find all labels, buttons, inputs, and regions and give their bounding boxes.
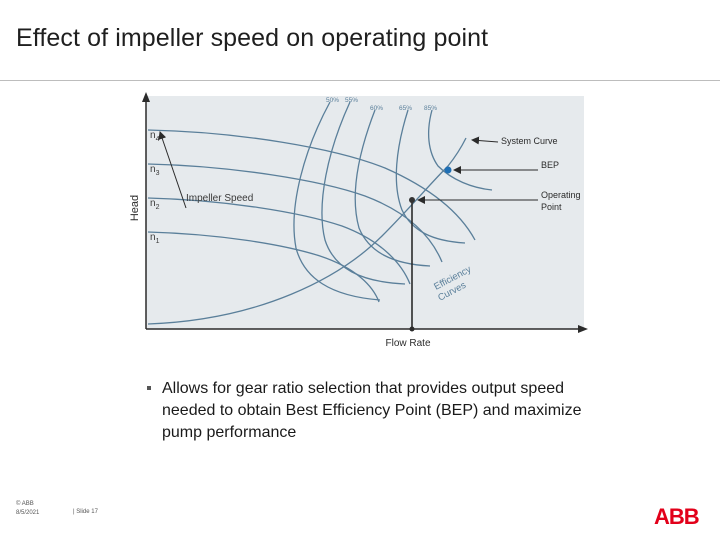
efficiency-label-65: 65%: [399, 105, 412, 112]
pump-curve-diagram: n4 n3 n2 n1 Head Flow Rate Impeller Spee…: [129, 92, 588, 349]
operating-point-label-line2: Point: [541, 202, 562, 212]
operating-point-label-line1: Operating: [541, 190, 581, 200]
impeller-speed-arrow: [158, 131, 187, 209]
speed-label-n2: n2: [150, 198, 160, 211]
y-axis-label: Head: [129, 195, 141, 221]
efficiency-curve-60: [354, 109, 431, 267]
x-axis-label: Flow Rate: [385, 338, 430, 349]
footer-date: 8/5/2021: [16, 510, 40, 516]
operating-point-base-marker: [409, 326, 415, 332]
slide-title: Effect of impeller speed on operating po…: [16, 24, 489, 52]
bep-label: BEP: [541, 160, 559, 170]
bullet-text: Allows for gear ratio selection that pro…: [162, 380, 582, 441]
head-curve-n1: [147, 231, 380, 303]
system-curve-label: System Curve: [501, 136, 558, 146]
footer-slide-number: | Slide 17: [73, 509, 98, 515]
bep-marker: [444, 166, 452, 174]
plot-background: [146, 96, 584, 329]
efficiency-curve-55: [321, 101, 406, 285]
impeller-speed-label: Impeller Speed: [186, 193, 253, 204]
speed-label-n3: n3: [150, 164, 160, 177]
efficiency-label-85: 85%: [424, 105, 437, 112]
speed-label-n1: n1: [150, 232, 160, 245]
title-divider: [0, 80, 720, 81]
system-curve: [147, 137, 467, 325]
x-axis-arrow: [578, 325, 588, 333]
footer-meta: © ABB 8/5/2021: [16, 500, 39, 518]
y-axis-arrow: [142, 92, 150, 102]
head-curve-n4: [147, 129, 476, 241]
efficiency-label-55: 55%: [345, 97, 358, 104]
operating-point-marker: [409, 197, 415, 203]
efficiency-curve-85: [427, 109, 493, 191]
efficiency-label-50: 50%: [326, 97, 339, 104]
efficiency-label-60: 60%: [370, 105, 383, 112]
efficiency-curve-65: [395, 109, 466, 244]
footer-copyright: © ABB: [16, 501, 34, 507]
efficiency-curve-50: [293, 101, 381, 301]
system-curve-arrow: [471, 136, 499, 145]
abb-logo: ABB: [654, 504, 700, 529]
speed-label-n4: n4: [150, 130, 160, 143]
bullet-marker: [147, 386, 151, 390]
